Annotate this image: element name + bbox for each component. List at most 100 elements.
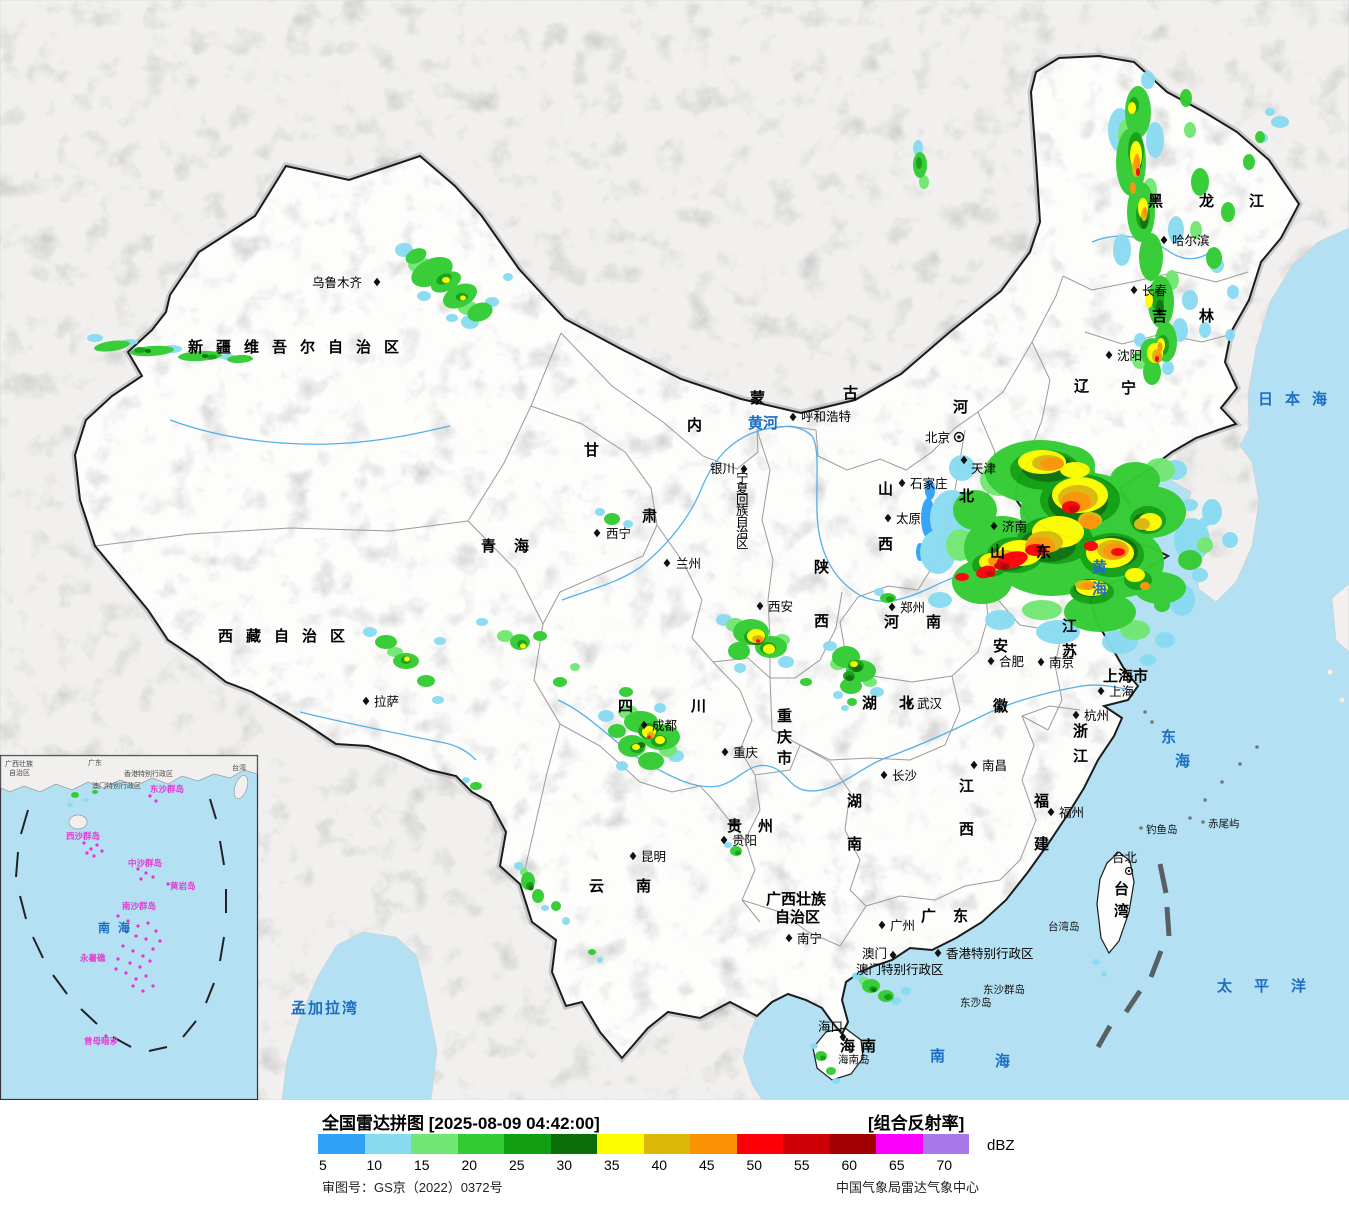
- scale-value-5: 5: [319, 1157, 327, 1173]
- city-marker: [905, 698, 913, 708]
- city-marker: [1047, 807, 1055, 817]
- radar-echo: [949, 455, 975, 481]
- map-label: 江苏: [1062, 617, 1077, 660]
- radar-echo: [847, 698, 857, 706]
- radar-echo: [1222, 532, 1238, 548]
- radar-echo: [608, 724, 626, 738]
- radar-echo: [647, 735, 651, 739]
- scale-swatch-10: [364, 1134, 411, 1154]
- product-label: [组合反射率]: [868, 1114, 965, 1133]
- map-label: 自治区: [9, 768, 30, 777]
- radar-echo: [1197, 537, 1213, 553]
- map-label: 陕: [814, 558, 829, 576]
- radar-echo: [1130, 182, 1136, 194]
- radar-echo: [1180, 89, 1192, 107]
- scale-swatch-20: [457, 1134, 504, 1154]
- radar-echo: [1199, 322, 1211, 338]
- radar-echo: [87, 334, 103, 342]
- scale-value-15: 15: [414, 1157, 430, 1173]
- map-label: 青海: [481, 537, 547, 555]
- radar-echo: [588, 949, 596, 955]
- map-label: 南宁: [797, 931, 822, 946]
- map-label: 自治区: [775, 908, 820, 926]
- radar-echo: [432, 696, 444, 704]
- city-marker: [720, 835, 728, 845]
- radar-echo: [1145, 292, 1153, 308]
- map-label: 海南岛: [838, 1053, 870, 1066]
- inset-island-dot: [144, 871, 148, 875]
- radar-echo: [840, 678, 862, 694]
- inset-island-dot: [124, 929, 128, 933]
- map-label: 黄岩岛: [170, 881, 196, 891]
- map-label: 湖: [847, 793, 862, 810]
- scale-swatch-40: [643, 1134, 690, 1154]
- city-marker: [839, 1032, 847, 1042]
- radar-echo: [846, 675, 854, 681]
- map-label: 海: [1175, 752, 1190, 770]
- scale-value-10: 10: [366, 1157, 383, 1173]
- city-marker: [888, 602, 896, 612]
- map-label: 银川: [710, 462, 735, 476]
- map-label: 郑州: [900, 600, 925, 615]
- scale-value-35: 35: [604, 1157, 620, 1173]
- radar-echo: [1156, 300, 1164, 316]
- radar-echo: [925, 480, 935, 500]
- map-label: 川: [690, 698, 706, 715]
- map-label: 东沙岛: [960, 996, 992, 1009]
- legend-panel: 全国雷达拼图 [2025-08-09 04:42:00] [组合反射率] dBZ…: [0, 1100, 1349, 1208]
- island-dot: [1203, 798, 1207, 802]
- radar-echo: [778, 656, 794, 668]
- inset-island-dot: [139, 877, 143, 881]
- radar-echo: [1128, 102, 1136, 114]
- island-dot: [1201, 820, 1205, 824]
- radar-echo: [1136, 168, 1140, 176]
- map-label: 黑: [1148, 193, 1163, 210]
- map-label: 成都: [652, 719, 678, 733]
- radar-echo: [1142, 207, 1148, 217]
- map-label: 武汉: [917, 697, 943, 711]
- radar-echo: [528, 885, 534, 891]
- inset-island-dot: [134, 977, 138, 981]
- radar-echo: [363, 627, 377, 637]
- radar-echo: [1255, 131, 1265, 143]
- radar-echo: [735, 850, 741, 856]
- map-label: 蒙: [750, 389, 765, 407]
- radar-echo: [724, 842, 732, 848]
- map-label: 重庆: [733, 745, 759, 760]
- inset-dash-segment: [209, 798, 217, 820]
- inset-dash-segment: [219, 936, 225, 962]
- radar-echo: [1113, 234, 1131, 266]
- scale-swatch-30: [550, 1134, 597, 1154]
- map-label: 昆明: [641, 850, 666, 864]
- china-border: [73, 54, 1301, 1060]
- inset-dash-segment: [219, 840, 225, 866]
- radar-echo: [562, 917, 570, 925]
- radar-echo: [541, 905, 549, 911]
- radar-echo: [928, 592, 952, 608]
- radar-echo: [841, 705, 849, 711]
- scale-value-30: 30: [556, 1157, 573, 1173]
- map-label: 太平洋: [1217, 977, 1328, 995]
- island-dot: [1143, 710, 1147, 714]
- radar-echo: [1206, 247, 1222, 269]
- radar-echo: [514, 862, 524, 870]
- inset-island-dot: [124, 971, 128, 975]
- city-marker: [373, 277, 381, 287]
- radar-echo: [1192, 568, 1208, 582]
- radar-echo: [532, 889, 544, 903]
- radar-echo: [1081, 582, 1095, 590]
- radar-echo: [826, 1067, 836, 1075]
- map-label: 西: [814, 613, 829, 630]
- map-label: 龙: [1198, 192, 1214, 210]
- city-marker: [362, 696, 370, 706]
- radar-echo: [1080, 515, 1100, 529]
- radar-echo: [891, 997, 901, 1005]
- map-label: 兰州: [676, 557, 701, 571]
- map-label: 长春: [1142, 284, 1168, 298]
- map-label: 徽: [992, 697, 1009, 715]
- radar-echo: [1120, 620, 1150, 640]
- scale-swatch-60: [829, 1134, 876, 1154]
- inset-island-dots: [82, 794, 170, 1043]
- city-marker: [1037, 657, 1045, 667]
